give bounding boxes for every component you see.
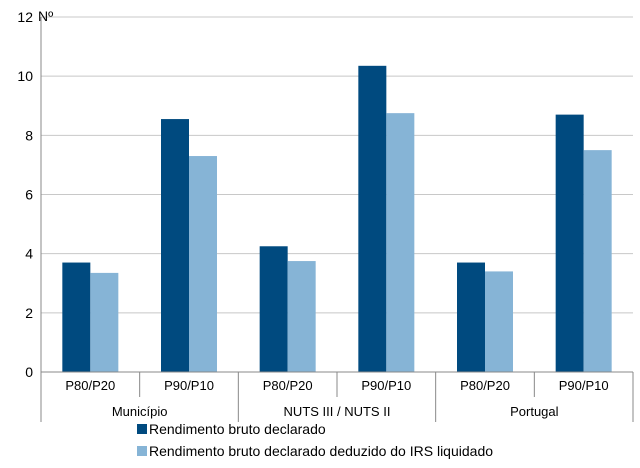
bar-deduzido: [90, 272, 119, 372]
bar-bruto: [457, 262, 485, 372]
bar-deduzido: [485, 271, 513, 372]
legend-swatch: [137, 446, 147, 456]
x-group-label: NUTS III / NUTS II: [284, 404, 391, 419]
x-category-label: P90/P10: [559, 378, 609, 393]
bar-bruto: [555, 114, 584, 372]
bar-deduzido: [386, 113, 415, 372]
bar-bruto: [259, 246, 288, 372]
x-category-label: P90/P10: [361, 378, 411, 393]
bars: [62, 65, 612, 372]
x-category-label: P90/P10: [164, 378, 214, 393]
x-category-label: P80/P20: [263, 378, 313, 393]
y-tick-label: 10: [17, 68, 33, 84]
bar-deduzido: [583, 150, 612, 372]
y-tick-label: 4: [25, 246, 33, 262]
y-tick-label: 6: [25, 187, 33, 203]
legend-swatch: [137, 424, 147, 434]
x-group-label: Município: [112, 404, 168, 419]
bar-bruto: [161, 119, 189, 372]
y-tick-label: 0: [25, 364, 33, 380]
y-tick-label: 2: [25, 305, 33, 321]
bar-bruto: [62, 262, 91, 372]
y-unit-label: Nº: [38, 8, 53, 24]
y-tick-label: 12: [17, 9, 33, 25]
legend-label: Rendimento bruto declarado deduzido do I…: [149, 443, 493, 459]
bar-deduzido: [287, 261, 316, 372]
x-group-label: Portugal: [510, 404, 559, 419]
y-tick-label: 8: [25, 127, 33, 143]
y-tick-labels: 0 2 4 6 8 10 12: [17, 9, 33, 380]
x-category-labels: P80/P20 P90/P10 P80/P20 P90/P10 P80/P20 P90/P…: [65, 378, 608, 419]
x-category-label: P80/P20: [65, 378, 115, 393]
axes: [40, 17, 634, 422]
legend: Rendimento bruto declarado Rendimento bru…: [137, 421, 493, 459]
gridlines: [41, 16, 633, 314]
x-category-label: P80/P20: [460, 378, 510, 393]
legend-label: Rendimento bruto declarado: [149, 421, 326, 437]
bar-deduzido: [189, 156, 217, 372]
bar-bruto: [358, 65, 387, 372]
